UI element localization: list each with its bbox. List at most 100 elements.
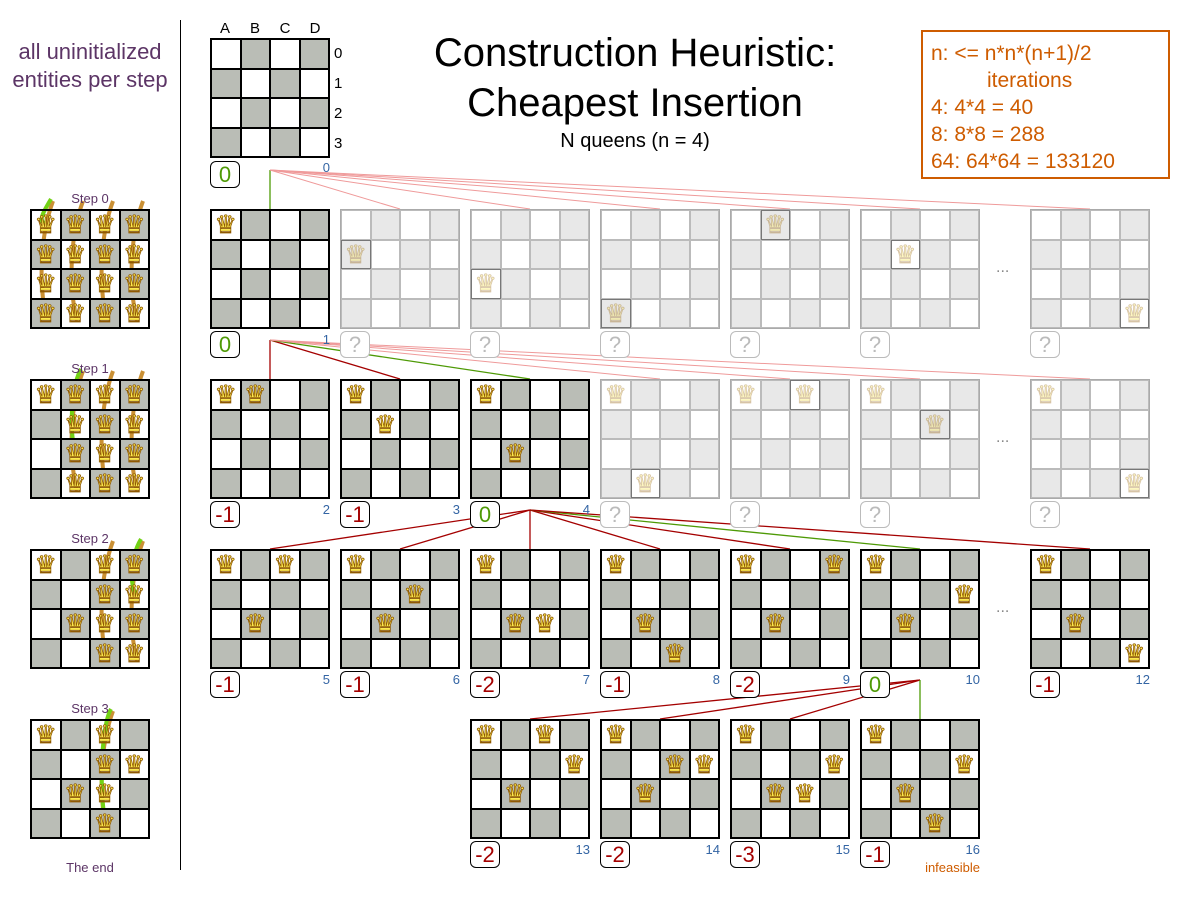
unevaluated-board[interactable]: ♛ [860,209,980,329]
board-cell: ♛ [471,720,501,750]
board-cell: ♛ [90,380,120,410]
board-cell [559,609,589,639]
board-cell: ♛ [119,409,149,439]
score-badge: -1 [340,501,370,528]
board-cell: ♛ [630,468,660,498]
step-number: 1 [322,332,330,347]
board-12[interactable]: ♛ ♛ ♛ [1030,549,1150,669]
board-15[interactable]: ♛ ♛ ♛ ♛ [730,719,850,839]
queen-icon: ♛ [93,720,116,750]
step-number: 6 [452,672,460,687]
board-9[interactable]: ♛ ♛ ♛ [730,549,850,669]
board-cell [341,468,371,498]
step-label: Step 1 [71,361,109,376]
step-board[interactable]: ♛ ♛ ♛ ♛ ♛ ♛ ♛ ♛ ♛ ♛ ♛ ♛ ♛ [30,379,150,499]
unevaluated-board[interactable]: ♛ [1030,209,1150,329]
board-cell [471,210,501,240]
board-6[interactable]: ♛ ♛ ♛ [340,549,460,669]
board-cell [429,239,459,269]
queen-icon: ♛ [123,269,146,299]
queen-icon: ♛ [214,210,237,240]
board-cell [270,468,300,498]
board-cell [689,638,719,668]
title-line-1: Construction Heuristic: [433,31,837,75]
board-cell [760,720,790,750]
unevaluated-board[interactable]: ♛ ♛ [730,379,850,499]
board-cell [211,439,241,469]
board-cell [471,439,501,469]
board-2[interactable]: ♛ ♛ [210,379,330,499]
step-number: 14 [705,842,720,857]
queen-icon: ♛ [123,409,146,439]
queen-icon: ♛ [864,380,887,410]
empty-board[interactable] [210,38,330,158]
board-cell [689,550,719,580]
unevaluated-board[interactable]: ♛ [730,209,850,329]
queen-icon: ♛ [34,720,57,750]
board-cell [1060,239,1090,269]
board-14[interactable]: ♛ ♛ ♛ ♛ [600,719,720,839]
board-cell: ♛ [90,239,120,269]
board-cell [211,638,241,668]
step-number: 16 [965,842,980,857]
board-cell [1060,439,1090,469]
board-cell [949,720,979,750]
score-badge: ? [600,331,630,358]
unevaluated-board[interactable]: ♛ [600,209,720,329]
board-cell [1119,550,1149,580]
board-cell [559,808,589,838]
board-cell: ♛ [920,808,950,838]
board-cell: ♛ [731,380,761,410]
unevaluated-board[interactable]: ♛ ♛ [600,379,720,499]
board-cell [660,720,690,750]
unevaluated-board[interactable]: ♛ [340,209,460,329]
board-cell [530,808,560,838]
queen-icon: ♛ [604,298,627,328]
complexity-box: n: <= n*n*(n+1)/2 iterations 4: 4*4 = 40… [921,30,1170,179]
board-cell [500,269,530,299]
board-16[interactable]: ♛ ♛ ♛ ♛ [860,719,980,839]
board-8[interactable]: ♛ ♛ ♛ [600,549,720,669]
queen-icon: ♛ [34,239,57,269]
board-cell [601,579,631,609]
board-cell [31,779,61,809]
queen-icon: ♛ [764,779,787,809]
board-cell [1060,210,1090,240]
board-cell [299,638,329,668]
board-10[interactable]: ♛ ♛ ♛ [860,549,980,669]
board-5[interactable]: ♛ ♛ ♛ [210,549,330,669]
board-cell [559,298,589,328]
unevaluated-board[interactable]: ♛ [470,209,590,329]
board-cell [60,638,90,668]
board-cell [601,409,631,439]
board-cell [500,749,530,779]
board-4[interactable]: ♛ ♛ [470,379,590,499]
unevaluated-board[interactable]: ♛ ♛ [1030,379,1150,499]
board-cell [530,269,560,299]
step-number: 12 [1135,672,1150,687]
board-cell [731,749,761,779]
queen-icon: ♛ [403,579,426,609]
step-board[interactable]: ♛ ♛ ♛ ♛ ♛ ♛ ♛ ♛ ♛ ♛ ♛ ♛ ♛ ♛ ♛ ♛ [30,209,150,329]
score-badge: ? [860,331,890,358]
board-cell [270,638,300,668]
queen-icon: ♛ [34,380,57,410]
board-1[interactable]: ♛ [210,209,330,329]
step-board[interactable]: ♛ ♛ ♛ ♛ ♛ ♛ ♛ [30,719,150,839]
board-cell: ♛ [60,609,90,639]
step-board[interactable]: ♛ ♛ ♛ ♛ ♛ ♛ ♛ ♛ ♛ ♛ [30,549,150,669]
board-cell: ♛ [400,579,430,609]
board-7[interactable]: ♛ ♛ ♛ [470,549,590,669]
score-badge: 0 [210,331,240,358]
board-cell [270,409,300,439]
board-3[interactable]: ♛ ♛ [340,379,460,499]
board-cell [500,579,530,609]
unevaluated-board[interactable]: ♛ ♛ [860,379,980,499]
board-cell [920,210,950,240]
board-cell [270,298,300,328]
queen-icon: ♛ [474,720,497,750]
board-13[interactable]: ♛ ♛ ♛ ♛ [470,719,590,839]
score-badge: -2 [470,671,500,698]
queen-icon: ♛ [953,579,976,609]
step-number: 15 [835,842,850,857]
